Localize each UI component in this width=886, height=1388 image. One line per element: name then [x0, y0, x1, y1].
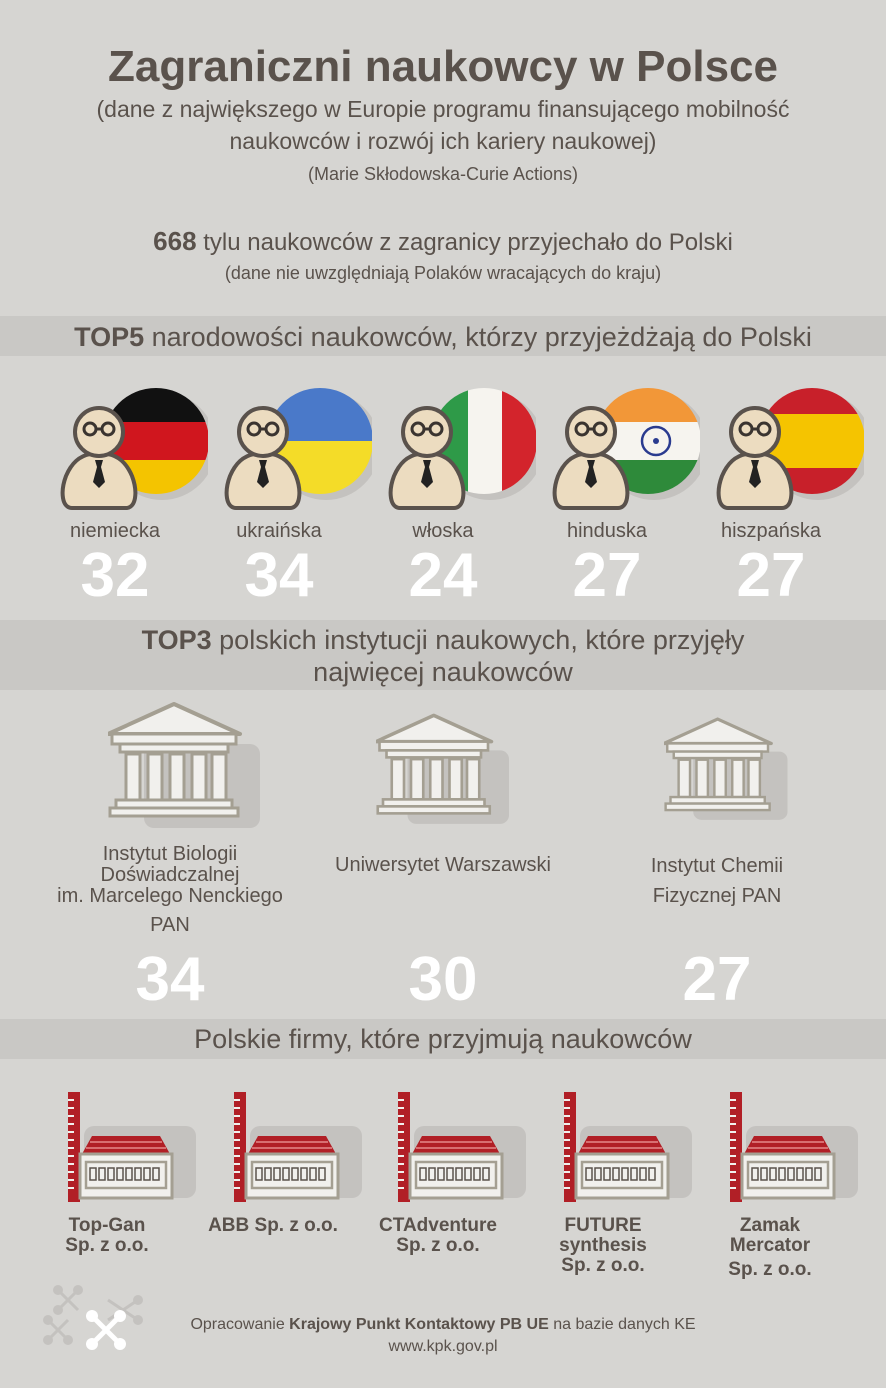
country-value-india: 27: [572, 541, 642, 610]
country-label-ukraine: ukraińska: [236, 520, 322, 542]
factory-icon-3: [396, 1090, 528, 1204]
firm-1-line1: Top-Gan: [68, 1215, 146, 1236]
top5-title: TOP5 narodowości naukowców, którzy przyj…: [0, 316, 886, 358]
institution-name-3: Instytut Chemii Fizycznej PAN: [577, 851, 857, 911]
firm-5-line1: Zamak: [739, 1215, 801, 1236]
top3-title-bold: TOP3: [141, 625, 212, 655]
top3-title-rest: polskich instytucji naukowych, które prz…: [211, 625, 745, 655]
kpk-logo-icon: [43, 1285, 143, 1350]
page-title: Zagraniczni naukowcy w Polsce: [108, 42, 778, 91]
footer-suffix: na bazie danych KE: [548, 1316, 696, 1333]
top3-title-line2: najwięcej naukowców: [313, 657, 573, 687]
institution-3-line1: Instytut Chemii: [650, 855, 784, 877]
firms-band: Polskie firmy, które przyjmują naukowców: [0, 1019, 886, 1059]
institution-building-icon-1: [108, 702, 262, 828]
india-flag-icon: [552, 388, 700, 510]
footer-prefix: Opracowanie: [190, 1316, 290, 1333]
firm-5-line2: Mercator: [729, 1235, 811, 1256]
factory-icon-1: [66, 1090, 198, 1204]
firm-name-1: Top-Gan Sp. z o.o.: [32, 1216, 182, 1256]
firm-name-4: FUTURE synthesis Sp. z o.o.: [528, 1216, 678, 1276]
country-value-germany: 32: [80, 541, 150, 610]
institution-value-1: 34: [135, 945, 205, 1014]
firm-name-5: Zamak Mercator Sp. z o.o.: [695, 1216, 845, 1280]
total-note: (dane nie uwzględniają Polaków wracający…: [224, 263, 662, 283]
firm-1-line2: Sp. z o.o.: [65, 1235, 149, 1256]
ukraine-flag-icon: [224, 388, 372, 510]
country-label-spain: hiszpańska: [720, 520, 822, 542]
institution-1-line3: im. Marcelego Nenckiego: [57, 885, 283, 907]
institution-name-1: Instytut Biologii Doświadczalnej im. Mar…: [30, 844, 310, 936]
institution-name-2: Uniwersytet Warszawski: [303, 851, 583, 879]
country-label-india: hinduska: [566, 520, 648, 542]
firm-4-line1: FUTURE: [564, 1215, 642, 1236]
footer-credit: Opracowanie Krajowy Punkt Kontaktowy PB …: [140, 1316, 746, 1334]
factory-icon-5: [728, 1090, 860, 1204]
country-value-spain: 27: [736, 541, 806, 610]
institution-1-line4: PAN: [150, 914, 190, 936]
firms-title: Polskie firmy, które przyjmują naukowców: [194, 1024, 692, 1054]
firm-4-line2: synthesis: [559, 1235, 647, 1256]
factory-icon-4: [562, 1090, 694, 1204]
top3-title: TOP3 polskich instytucji naukowych, któr…: [0, 620, 886, 688]
top3-band: TOP3 polskich instytucji naukowych, któr…: [0, 620, 886, 690]
firm-name-3: CTAdventure Sp. z o.o.: [363, 1216, 513, 1256]
firm-5-line3: Sp. z o.o.: [728, 1259, 812, 1280]
italy-flag-icon: [388, 388, 536, 510]
subtitle-line-2: naukowców i rozwój ich kariery naukowej): [229, 128, 657, 154]
total-line: 668 tylu naukowców z zagranicy przyjecha…: [0, 226, 886, 257]
program-name: (Marie Skłodowska-Curie Actions): [307, 164, 579, 184]
institution-1-line2: Doświadczalnej: [100, 864, 240, 886]
firm-name-2: ABB Sp. z o.o.: [198, 1216, 348, 1236]
country-label-italy: włoska: [412, 520, 474, 542]
firm-2-line1: ABB Sp. z o.o.: [208, 1215, 338, 1236]
institution-value-2: 30: [408, 945, 478, 1014]
germany-flag-icon: [60, 388, 208, 510]
total-text: tylu naukowców z zagranicy przyjechało d…: [196, 229, 733, 256]
firm-4-line3: Sp. z o.o.: [561, 1255, 645, 1276]
top5-title-bold: TOP5: [74, 322, 145, 352]
country-value-ukraine: 34: [244, 541, 314, 610]
institution-building-icon-2: [376, 713, 511, 824]
footer-org: Krajowy Punkt Kontaktowy PB UE: [289, 1316, 549, 1333]
institution-building-icon-3: [664, 717, 790, 820]
spain-flag-icon: [716, 388, 864, 510]
top5-title-rest: narodowości naukowców, którzy przyjeżdża…: [144, 322, 812, 352]
country-label-germany: niemiecka: [69, 520, 161, 542]
total-count: 668: [153, 226, 197, 256]
top5-band: TOP5 narodowości naukowców, którzy przyj…: [0, 316, 886, 356]
firm-3-line2: Sp. z o.o.: [396, 1235, 480, 1256]
footer-url[interactable]: www.kpk.gov.pl: [388, 1338, 498, 1355]
subtitle-line-1: (dane z największego w Europie programu …: [96, 96, 790, 122]
institution-3-line2: Fizycznej PAN: [652, 885, 782, 907]
firm-3-line1: CTAdventure: [379, 1215, 497, 1236]
factory-icon-2: [232, 1090, 364, 1204]
institution-2-line1: Uniwersytet Warszawski: [335, 854, 551, 876]
country-value-italy: 24: [408, 541, 478, 610]
institution-value-3: 27: [682, 945, 752, 1014]
institution-1-line1: Instytut Biologii: [102, 843, 238, 865]
